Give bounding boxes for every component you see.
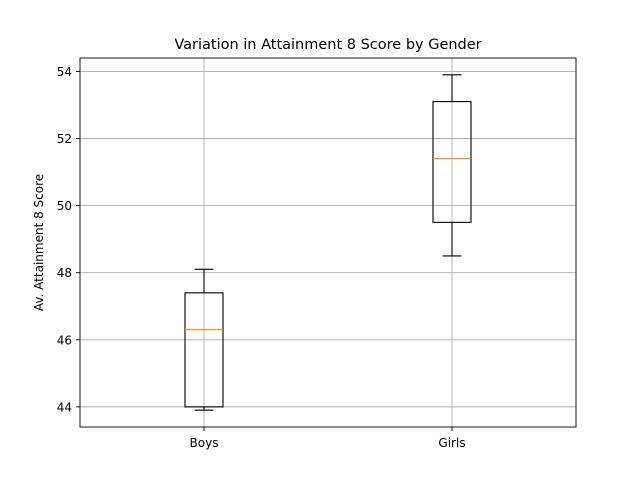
x-tick-label: Boys	[190, 436, 219, 450]
x-tick-label: Girls	[438, 436, 465, 450]
plot-frame	[79, 57, 577, 428]
y-tick-label: 54	[57, 65, 72, 79]
chart-title: Variation in Attainment 8 Score by Gende…	[174, 37, 481, 53]
y-tick-label: 46	[57, 333, 72, 347]
marks-layer	[184, 74, 472, 411]
y-tick-label: 48	[57, 266, 72, 280]
y-tick-label: 44	[57, 400, 72, 414]
box-girls	[432, 101, 472, 223]
grid-layer	[80, 58, 576, 427]
y-tick-label: 50	[57, 199, 72, 213]
axes-layer: 44 46 48 50 52 54 Boys Girls	[57, 57, 577, 450]
y-tick-label: 52	[57, 132, 72, 146]
box-boys	[184, 292, 224, 408]
y-axis-label: Av. Attainment 8 Score	[32, 174, 46, 311]
